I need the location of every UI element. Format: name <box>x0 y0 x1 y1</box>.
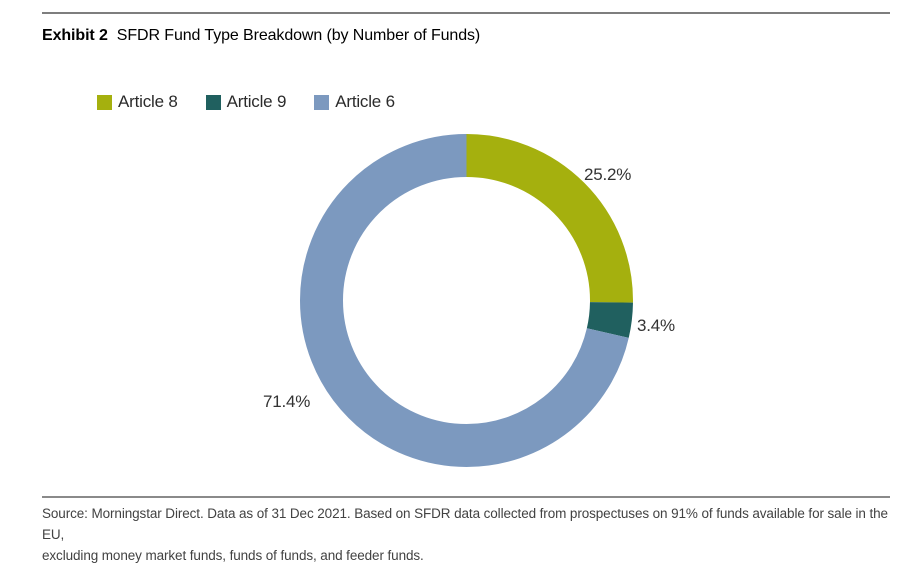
segment-label-article-8: 25.2% <box>584 165 632 184</box>
top-rule <box>42 12 890 14</box>
legend-label-article-6: Article 6 <box>335 92 395 111</box>
legend-swatch-article-9 <box>205 94 221 110</box>
segment-label-article-6: 71.4% <box>263 392 311 411</box>
source-note: Source: Morningstar Direct. Data as of 3… <box>42 503 892 566</box>
legend-item-article-8: Article 8 <box>97 92 178 112</box>
legend-label-article-8: Article 8 <box>118 92 178 111</box>
legend-swatch-article-8 <box>97 94 112 110</box>
legend-item-article-6: Article 6 <box>314 92 395 112</box>
legend-item-article-9: Article 9 <box>205 92 287 112</box>
chart-legend: Article 8 Article 9 Article 6 <box>97 92 423 112</box>
legend-swatch-article-6 <box>314 94 330 110</box>
segment-label-article-9: 3.4% <box>637 316 675 335</box>
page-title: Exhibit 2 SFDR Fund Type Breakdown (by Nu… <box>42 26 480 46</box>
donut-segment-article-6 <box>300 134 633 467</box>
source-note-line1: Source: Morningstar Direct. Data as of 3… <box>42 506 888 542</box>
footer-rule <box>42 496 890 498</box>
exhibit-title-text: SFDR Fund Type Breakdown (by Number of F… <box>116 27 481 44</box>
donut-chart <box>300 134 633 467</box>
legend-label-article-9: Article 9 <box>226 92 287 111</box>
exhibit-label: Exhibit 2 <box>42 27 108 44</box>
